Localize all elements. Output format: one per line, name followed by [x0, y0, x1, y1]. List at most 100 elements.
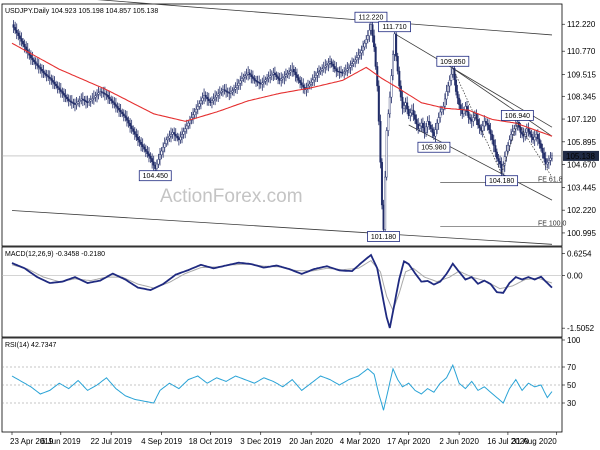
candle-body: [450, 74, 453, 81]
x-axis-label: 6 Jun 2019: [41, 437, 81, 446]
candle-body: [269, 75, 272, 78]
candle-body: [530, 134, 533, 138]
candle-body: [152, 161, 155, 166]
candle-body: [330, 61, 333, 65]
candle-body: [138, 139, 141, 143]
candle-body: [300, 82, 303, 86]
candle-body: [284, 74, 287, 77]
peak-label-box: [354, 11, 388, 23]
candle-body: [351, 63, 354, 66]
candle-body: [499, 161, 502, 165]
long-term-resistance-line: [97, 0, 553, 36]
candle-body: [42, 70, 45, 74]
rsi-panel-title: RSI(14) 42.7347: [5, 342, 56, 349]
candle-body: [75, 102, 78, 105]
candle-body: [346, 68, 349, 71]
price-axis-label: 102.220: [567, 206, 596, 215]
candle-body: [443, 98, 446, 107]
candle-body: [69, 100, 72, 102]
candle-body: [18, 35, 21, 39]
candle-body: [459, 104, 462, 110]
candle-body: [91, 98, 94, 101]
candle-body: [373, 35, 376, 48]
candle-body: [486, 122, 489, 126]
candle-body: [94, 95, 97, 98]
fib-level-label: FE 61.8: [538, 177, 563, 184]
candle-body: [488, 124, 491, 130]
peak-label-box: [436, 55, 470, 67]
candle-body: [406, 102, 409, 110]
candle-body: [125, 117, 128, 121]
candle-body: [316, 72, 319, 76]
candle-body: [448, 80, 451, 87]
candle-body: [525, 128, 528, 133]
candle-body: [404, 102, 407, 106]
candle-body: [259, 82, 262, 85]
candle-body: [532, 136, 535, 141]
price-series: [12, 19, 554, 237]
candle-body: [347, 67, 350, 69]
candle-body: [354, 59, 357, 62]
candle-body: [174, 134, 177, 137]
candle-body: [185, 125, 188, 129]
candle-body: [23, 43, 26, 48]
candle-body: [379, 121, 382, 163]
candle-body: [489, 129, 492, 135]
candle-body: [231, 90, 234, 93]
candle-body: [310, 82, 313, 85]
moving-average-line: [11, 42, 553, 137]
candle-body: [118, 108, 121, 111]
candle-body: [136, 136, 139, 141]
candle-body: [275, 74, 278, 77]
candle-body: [277, 76, 280, 79]
candle-body: [332, 63, 335, 67]
candle-body: [399, 85, 402, 98]
candle-body: [171, 132, 174, 135]
candle-body: [15, 29, 18, 34]
candle-body: [380, 161, 383, 206]
trough-label-box: [367, 231, 400, 242]
candle-body: [294, 71, 297, 75]
peak-label: 106.940: [505, 113, 530, 120]
x-axis-label: 2 Jun 2020: [439, 437, 479, 446]
candle-body: [371, 24, 374, 36]
candle-body: [61, 91, 64, 94]
falling-channel-lower-line: [408, 124, 553, 201]
candle-body: [149, 155, 152, 159]
candle-body: [314, 75, 317, 78]
candle-body: [165, 139, 168, 144]
candle-body: [415, 119, 418, 125]
candle-body: [343, 71, 346, 74]
candle-body: [245, 74, 248, 76]
candle-body: [286, 73, 289, 75]
candle-body: [340, 71, 343, 74]
candle-body: [133, 131, 136, 135]
candle-body: [207, 98, 210, 102]
candle-body: [299, 80, 302, 83]
candle-body: [366, 35, 369, 40]
candle-body: [549, 157, 552, 161]
candle-body: [151, 158, 154, 163]
trough-label: 105.980: [421, 145, 446, 152]
candle-body: [283, 75, 286, 78]
candle-body: [116, 106, 119, 109]
candle-body: [160, 150, 163, 155]
candle-body: [234, 87, 237, 90]
candle-body: [437, 117, 440, 124]
candle-body: [223, 89, 226, 91]
candle-body: [34, 61, 37, 64]
candle-body: [306, 85, 309, 89]
candle-body: [454, 79, 457, 92]
candle-body: [432, 132, 435, 137]
candle-body: [135, 134, 138, 138]
price-axis-label: 105.895: [567, 138, 596, 147]
candle-body: [226, 91, 229, 93]
candle-body: [333, 66, 336, 69]
candle-body: [401, 96, 404, 109]
candle-body: [121, 111, 124, 115]
candle-body: [365, 39, 368, 44]
candle-body: [281, 77, 284, 80]
candle-body: [319, 69, 322, 72]
candle-body: [491, 134, 494, 141]
